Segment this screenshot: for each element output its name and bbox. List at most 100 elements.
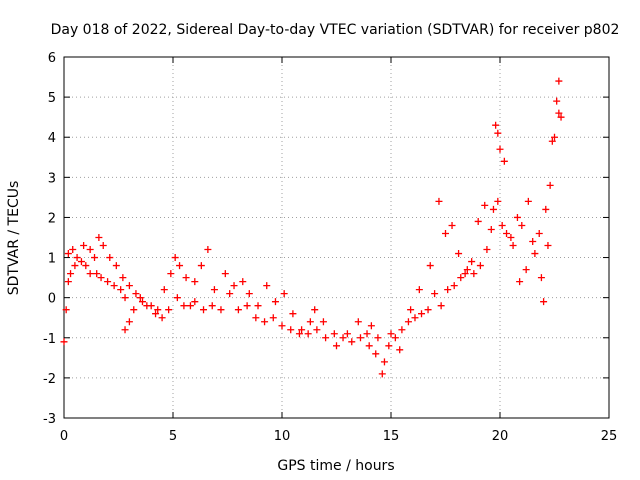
data-point	[470, 270, 478, 278]
data-point	[333, 342, 340, 350]
y-tick-label: 1	[48, 252, 56, 267]
data-point	[540, 298, 548, 306]
data-point	[524, 197, 532, 205]
data-point	[298, 326, 306, 334]
data-point	[306, 318, 314, 326]
data-point	[461, 270, 469, 278]
data-point	[243, 302, 251, 310]
data-point	[494, 129, 502, 137]
data-point	[531, 250, 539, 258]
x-tick-label: 15	[383, 429, 400, 444]
data-point	[295, 330, 303, 338]
data-point	[385, 342, 393, 350]
data-point	[173, 294, 181, 302]
data-point	[387, 330, 395, 338]
data-point	[374, 334, 382, 342]
plot-frame	[63, 56, 610, 419]
data-point	[191, 298, 199, 306]
data-point	[542, 205, 550, 213]
data-point	[254, 302, 262, 310]
data-point	[415, 286, 423, 294]
data-point	[271, 298, 279, 306]
y-tick-label: 2	[48, 211, 56, 226]
series-group	[60, 109, 565, 378]
x-tick-label: 10	[274, 429, 291, 444]
data-point	[125, 282, 133, 290]
y-axis-label: SDTVAR / TECUs	[6, 181, 22, 296]
y-tick-label: 0	[48, 292, 56, 307]
data-point	[398, 326, 406, 334]
data-point	[463, 266, 471, 274]
data-point	[117, 286, 125, 294]
data-point	[555, 109, 563, 117]
data-point	[121, 326, 129, 334]
data-point	[474, 217, 482, 225]
data-point	[435, 197, 443, 205]
data-point	[158, 314, 166, 322]
data-point	[93, 270, 101, 278]
data-point	[448, 221, 456, 229]
data-point	[507, 234, 515, 241]
data-point	[404, 318, 412, 326]
data-point	[380, 358, 388, 366]
data-point	[289, 310, 297, 318]
y-tick-label: 6	[48, 51, 56, 66]
data-point	[343, 330, 351, 338]
data-point	[69, 246, 77, 254]
data-point	[348, 338, 356, 346]
data-point	[136, 294, 144, 302]
data-point	[77, 258, 85, 266]
data-point	[492, 121, 500, 129]
data-point	[86, 270, 94, 278]
y-tick-label: 3	[48, 171, 56, 186]
data-point	[457, 274, 465, 282]
y-tick-label: 5	[48, 91, 56, 106]
data-point	[261, 318, 269, 326]
data-point	[99, 242, 107, 250]
series-group	[64, 77, 563, 366]
data-point	[322, 334, 330, 342]
data-point	[476, 262, 484, 270]
data-point	[197, 262, 205, 270]
data-point	[252, 314, 260, 322]
data-point	[555, 77, 563, 85]
data-point	[450, 282, 458, 290]
data-point	[239, 278, 247, 286]
y-tick-label: -1	[43, 332, 56, 347]
data-point	[221, 270, 229, 278]
data-point	[518, 221, 526, 229]
data-point	[200, 306, 208, 314]
data-point	[483, 246, 491, 254]
data-point	[391, 334, 399, 342]
data-point	[138, 298, 146, 306]
data-point	[269, 314, 277, 322]
data-point	[176, 262, 184, 270]
x-tick-label: 25	[601, 429, 618, 444]
data-point	[130, 306, 138, 314]
data-point	[180, 302, 188, 310]
data-point	[424, 306, 432, 314]
data-point	[167, 270, 175, 278]
data-point	[263, 282, 271, 290]
data-point	[339, 334, 347, 342]
data-point	[330, 330, 338, 338]
data-point	[551, 133, 558, 141]
data-point	[62, 306, 70, 314]
axis-ticks: 0 5 10 15 20 25 -3 -2 -1 0 1 2 3 4 5 6	[43, 51, 617, 444]
data-point	[143, 302, 151, 310]
data-point	[356, 334, 364, 342]
data-point	[509, 242, 517, 250]
data-point	[537, 274, 545, 282]
data-point	[106, 254, 114, 262]
data-point	[548, 137, 556, 145]
data-point	[365, 342, 373, 350]
data-point	[80, 242, 88, 250]
data-point	[354, 318, 362, 326]
data-point	[204, 246, 212, 254]
data-point	[97, 274, 105, 282]
grid-lines	[64, 57, 609, 418]
y-tick-label: -2	[43, 372, 56, 387]
data-point	[73, 254, 81, 262]
data-point	[234, 306, 242, 314]
